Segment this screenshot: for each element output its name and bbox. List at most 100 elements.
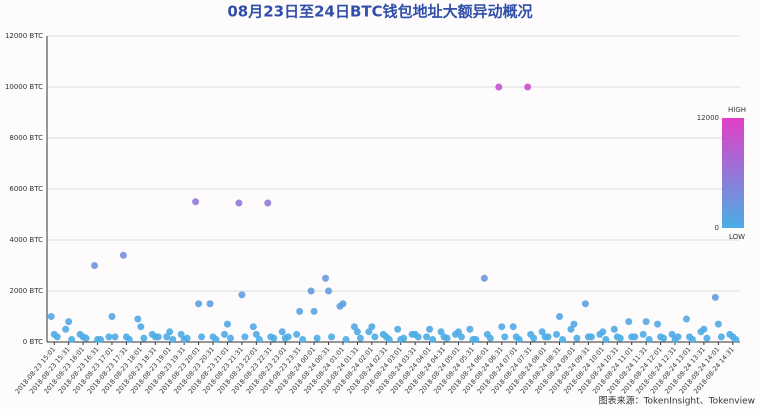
point	[206, 300, 214, 308]
point	[717, 333, 725, 341]
y-tick-label: 12000 BTC	[5, 32, 43, 40]
point	[457, 333, 465, 341]
point	[688, 335, 696, 343]
point	[642, 318, 650, 326]
point	[486, 334, 494, 342]
point	[581, 300, 589, 308]
point	[134, 315, 142, 323]
point	[610, 325, 618, 333]
point	[310, 307, 318, 315]
point	[501, 333, 509, 341]
point	[177, 330, 185, 338]
point	[241, 333, 249, 341]
point	[125, 335, 133, 343]
point	[97, 335, 105, 343]
point	[220, 330, 228, 338]
source: 图表来源：TokenInsight、Tokenview	[599, 395, 755, 407]
point	[559, 335, 567, 343]
point	[530, 334, 538, 342]
point	[68, 335, 76, 343]
point	[426, 325, 434, 333]
point	[299, 335, 307, 343]
point	[163, 333, 171, 341]
point	[342, 335, 350, 343]
point	[192, 198, 200, 206]
point	[82, 334, 90, 342]
point	[443, 334, 451, 342]
point	[454, 328, 462, 336]
point	[140, 334, 148, 342]
point	[556, 313, 564, 320]
point	[264, 199, 272, 207]
visual-map-high: HIGH	[728, 106, 746, 114]
point	[226, 334, 234, 342]
point	[616, 334, 624, 342]
y-tick-label: 4000 BTC	[9, 236, 43, 244]
point	[91, 262, 99, 269]
y-tick-label: 0 BTC	[23, 338, 43, 346]
point	[599, 328, 607, 336]
y-tick-label: 6000 BTC	[9, 185, 43, 193]
point	[544, 333, 552, 341]
point	[714, 320, 722, 328]
point	[325, 287, 333, 295]
point	[212, 335, 220, 343]
y-tick-label: 8000 BTC	[9, 134, 43, 142]
visual-map-min: 0	[715, 224, 719, 232]
point	[668, 330, 676, 338]
point	[480, 274, 488, 282]
point	[296, 307, 304, 315]
point	[700, 325, 708, 333]
point	[339, 300, 347, 308]
visual-map-low: LOW	[729, 233, 745, 241]
point	[570, 320, 578, 328]
point	[371, 333, 379, 341]
point	[284, 333, 292, 341]
point	[293, 330, 301, 338]
point	[703, 334, 711, 342]
point	[108, 313, 116, 320]
point	[394, 325, 402, 333]
point	[137, 323, 145, 331]
point	[654, 320, 662, 328]
point	[660, 334, 668, 342]
point	[278, 328, 286, 336]
point	[195, 300, 203, 308]
chart-title: 08月23日至24日BTC钱包地址大额异动概况	[227, 3, 532, 21]
point	[154, 333, 162, 341]
point	[62, 325, 70, 333]
point	[573, 334, 581, 342]
point	[515, 335, 523, 343]
point	[732, 335, 740, 343]
point	[356, 334, 364, 342]
point	[509, 323, 517, 331]
point	[65, 318, 73, 326]
point	[639, 330, 647, 338]
y-tick-label: 2000 BTC	[9, 287, 43, 295]
point	[498, 323, 506, 331]
point	[400, 334, 408, 342]
point	[238, 291, 246, 299]
point	[353, 328, 361, 336]
point	[119, 251, 127, 259]
point	[587, 333, 595, 341]
point	[423, 333, 431, 341]
point	[350, 323, 358, 331]
point	[307, 287, 315, 295]
point	[711, 293, 719, 301]
point	[385, 335, 393, 343]
point	[169, 335, 177, 343]
visual-map-bar	[722, 118, 744, 228]
point	[538, 328, 546, 336]
point	[183, 334, 191, 342]
point	[414, 333, 422, 341]
point	[322, 274, 330, 282]
point	[223, 320, 231, 328]
point	[53, 333, 61, 341]
point	[631, 333, 639, 341]
point	[437, 328, 445, 336]
point	[645, 335, 653, 343]
point	[553, 330, 561, 338]
point	[472, 335, 480, 343]
